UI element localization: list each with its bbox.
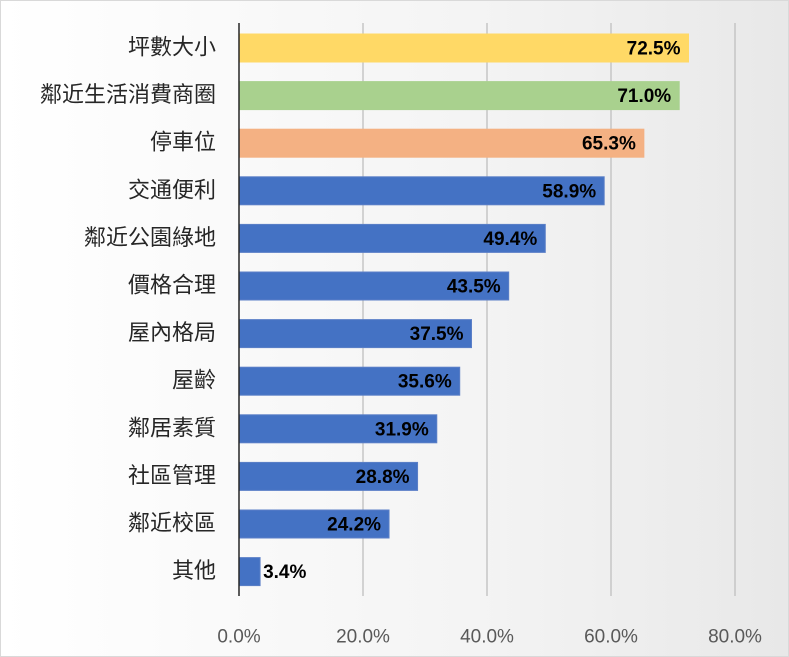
bar (238, 128, 645, 158)
x-tick-label: 0.0% (217, 627, 260, 648)
bar (238, 81, 680, 111)
category-label: 鄰近校區 (128, 512, 216, 537)
bar (238, 414, 438, 444)
data-label: 28.8% (356, 467, 410, 488)
data-label: 43.5% (447, 277, 501, 298)
bar (238, 509, 390, 539)
bar (238, 557, 261, 587)
x-tick-label: 60.0% (584, 627, 638, 648)
bars (238, 33, 689, 587)
category-label: 鄰近公園綠地 (84, 226, 216, 251)
data-label: 65.3% (582, 134, 636, 155)
data-label: 35.6% (398, 372, 452, 393)
category-label: 停車位 (150, 131, 216, 156)
category-label: 鄰居素質 (128, 416, 216, 441)
data-label: 31.9% (375, 419, 429, 440)
data-label: 72.5% (627, 39, 681, 60)
data-label: 37.5% (410, 324, 464, 345)
x-tick-labels: 0.0% 20.0% 40.0% 60.0% 80.0% (217, 627, 762, 648)
gridlines (362, 23, 736, 596)
data-label: 58.9% (542, 181, 596, 202)
data-label: 49.4% (483, 229, 537, 250)
category-labels: 坪數大小鄰近生活消費商圈停車位交通便利鄰近公園綠地價格合理屋內格局屋齡鄰居素質社… (40, 36, 216, 585)
bar (238, 33, 689, 63)
data-label: 24.2% (327, 515, 381, 536)
category-label: 鄰近生活消費商圈 (40, 83, 216, 108)
category-label: 價格合理 (128, 274, 216, 299)
data-label: 71.0% (617, 86, 671, 107)
bar (238, 223, 546, 253)
category-label: 屋內格局 (128, 321, 216, 346)
x-tick-label: 20.0% (336, 627, 390, 648)
data-label: 3.4% (263, 562, 306, 583)
category-label: 坪數大小 (128, 36, 216, 61)
x-tick-label: 80.0% (708, 627, 762, 648)
category-label: 交通便利 (128, 178, 216, 203)
x-tick-label: 40.0% (460, 627, 514, 648)
bar (238, 461, 419, 491)
category-label: 其他 (172, 559, 216, 584)
data-labels: 72.5% 71.0% 65.3% 58.9% 49.4% 43.5% 37.5% 35.6%… (263, 39, 681, 584)
category-label: 屋齡 (172, 369, 216, 394)
bar (238, 176, 605, 206)
category-label: 社區管理 (128, 464, 216, 489)
